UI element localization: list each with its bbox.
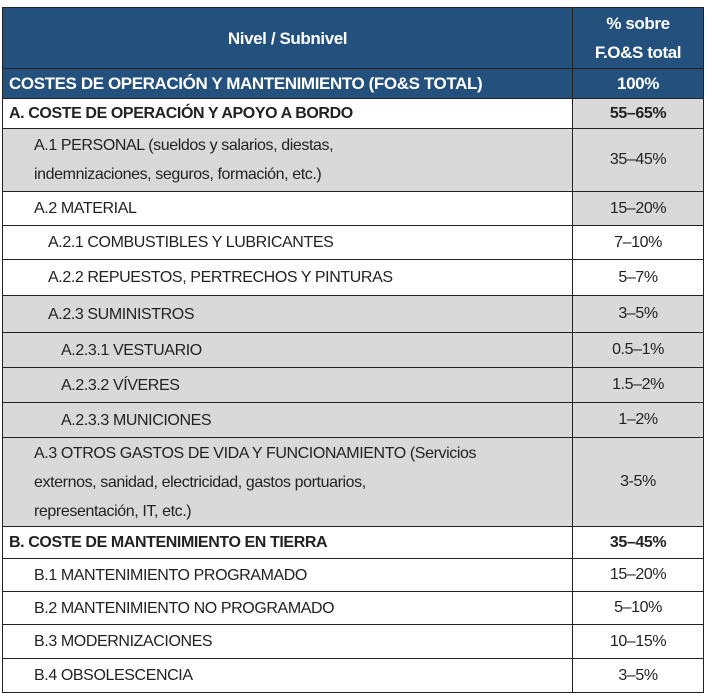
table-row: COSTES DE OPERACIÓN Y MANTENIMIENTO (FO&… bbox=[2, 68, 704, 99]
table-row: A.2 MATERIAL 15–20% bbox=[2, 191, 704, 226]
level-text: A.2 MATERIAL bbox=[34, 200, 137, 217]
level-text: externos, sanidad, electricidad, gastos … bbox=[34, 473, 366, 491]
percent-cell: 1.5–2% bbox=[572, 367, 704, 403]
percent-cell: 3–5% bbox=[572, 295, 704, 333]
level-text: B.4 OBSOLESCENCIA bbox=[34, 667, 193, 684]
level-cell: A.2.3.1 VESTUARIO bbox=[2, 332, 573, 368]
table-row: A.2.2 REPUESTOS, PERTRECHOS Y PINTURAS 5–… bbox=[2, 259, 704, 296]
level-cell: A.2.3 SUMINISTROS bbox=[2, 295, 573, 333]
percent-cell: 5–7% bbox=[572, 259, 704, 296]
percent-cell: 10–15% bbox=[572, 624, 704, 659]
level-text: B.2 MANTENIMIENTO NO PROGRAMADO bbox=[34, 599, 335, 617]
level-text: B. COSTE DE MANTENIMIENTO EN TIERRA bbox=[9, 534, 328, 551]
level-cell: COSTES DE OPERACIÓN Y MANTENIMIENTO (FO&… bbox=[2, 68, 573, 99]
table-row: B.3 MODERNIZACIONES 10–15% bbox=[2, 624, 704, 659]
level-text: A. COSTE DE OPERACIÓN Y APOYO A BORDO bbox=[9, 105, 353, 122]
percent-cell: 15–20% bbox=[572, 191, 704, 226]
level-cell: B.4 OBSOLESCENCIA bbox=[2, 658, 573, 693]
level-cell: A.1 PERSONAL (sueldos y salarios, diesta… bbox=[2, 128, 573, 192]
percent-cell: 3-5% bbox=[572, 437, 704, 527]
table-row: A.1 PERSONAL (sueldos y salarios, diesta… bbox=[2, 128, 704, 192]
level-text: B.3 MODERNIZACIONES bbox=[34, 633, 213, 650]
table-row: A.3 OTROS GASTOS DE VIDA Y FUNCIONAMIENT… bbox=[2, 437, 704, 527]
table-row: A.2.3 SUMINISTROS 3–5% bbox=[2, 295, 704, 333]
header-percent: % sobre F.O&S total bbox=[572, 7, 704, 69]
level-text: representación, IT, etc.) bbox=[34, 502, 192, 520]
table-row: A.2.1 COMBUSTIBLES Y LUBRICANTES 7–10% bbox=[2, 225, 704, 260]
level-text: A.2.3 SUMINISTROS bbox=[48, 305, 195, 323]
table-row: A.2.3.2 VÍVERES 1.5–2% bbox=[2, 367, 704, 403]
percent-cell: 7–10% bbox=[572, 225, 704, 260]
level-cell: A.2.2 REPUESTOS, PERTRECHOS Y PINTURAS bbox=[2, 259, 573, 296]
level-text: A.2.1 COMBUSTIBLES Y LUBRICANTES bbox=[48, 234, 334, 251]
percent-cell: 5–10% bbox=[572, 591, 704, 625]
table-row: A. COSTE DE OPERACIÓN Y APOYO A BORDO 55–… bbox=[2, 98, 704, 129]
table-row: A.2.3.3 MUNICIONES 1–2% bbox=[2, 402, 704, 438]
level-text: A.2.3.3 MUNICIONES bbox=[61, 411, 212, 429]
level-cell: A.2.1 COMBUSTIBLES Y LUBRICANTES bbox=[2, 225, 573, 260]
level-text: B.1 MANTENIMIENTO PROGRAMADO bbox=[34, 566, 307, 584]
percent-cell: 35–45% bbox=[572, 128, 704, 192]
table-row: B.2 MANTENIMIENTO NO PROGRAMADO 5–10% bbox=[2, 591, 704, 625]
cost-table: Nivel / Subnivel % sobre F.O&S total COS… bbox=[2, 7, 704, 693]
level-cell: B.1 MANTENIMIENTO PROGRAMADO bbox=[2, 558, 573, 592]
percent-cell: 3–5% bbox=[572, 658, 704, 693]
table-row: B.4 OBSOLESCENCIA 3–5% bbox=[2, 658, 704, 693]
level-text: COSTES DE OPERACIÓN Y MANTENIMIENTO (FO&… bbox=[9, 74, 483, 93]
level-cell: B.3 MODERNIZACIONES bbox=[2, 624, 573, 659]
percent-cell: 0.5–1% bbox=[572, 332, 704, 368]
level-text: A.3 OTROS GASTOS DE VIDA Y FUNCIONAMIENT… bbox=[34, 444, 477, 462]
level-text: A.2.2 REPUESTOS, PERTRECHOS Y PINTURAS bbox=[48, 269, 393, 286]
level-cell: A.2.3.2 VÍVERES bbox=[2, 367, 573, 403]
level-cell: A. COSTE DE OPERACIÓN Y APOYO A BORDO bbox=[2, 98, 573, 129]
level-cell: B.2 MANTENIMIENTO NO PROGRAMADO bbox=[2, 591, 573, 625]
percent-cell: 100% bbox=[572, 68, 704, 99]
percent-cell: 15–20% bbox=[572, 558, 704, 592]
level-cell: A.2.3.3 MUNICIONES bbox=[2, 402, 573, 438]
table-row: B.1 MANTENIMIENTO PROGRAMADO 15–20% bbox=[2, 558, 704, 592]
level-text: indemnizaciones, seguros, formación, etc… bbox=[34, 166, 322, 183]
table-row: A.2.3.1 VESTUARIO 0.5–1% bbox=[2, 332, 704, 368]
level-text: A.2.3.2 VÍVERES bbox=[61, 376, 180, 394]
percent-cell: 35–45% bbox=[572, 526, 704, 559]
level-cell: A.3 OTROS GASTOS DE VIDA Y FUNCIONAMIENT… bbox=[2, 437, 573, 527]
percent-cell: 55–65% bbox=[572, 98, 704, 129]
level-cell: B. COSTE DE MANTENIMIENTO EN TIERRA bbox=[2, 526, 573, 559]
header-level: Nivel / Subnivel bbox=[2, 7, 573, 69]
table-row: B. COSTE DE MANTENIMIENTO EN TIERRA 35–45… bbox=[2, 526, 704, 559]
level-text: A.1 PERSONAL (sueldos y salarios, diesta… bbox=[34, 137, 334, 154]
level-cell: A.2 MATERIAL bbox=[2, 191, 573, 226]
header-row: Nivel / Subnivel % sobre F.O&S total bbox=[2, 7, 704, 69]
level-text: A.2.3.1 VESTUARIO bbox=[61, 341, 202, 359]
percent-cell: 1–2% bbox=[572, 402, 704, 438]
